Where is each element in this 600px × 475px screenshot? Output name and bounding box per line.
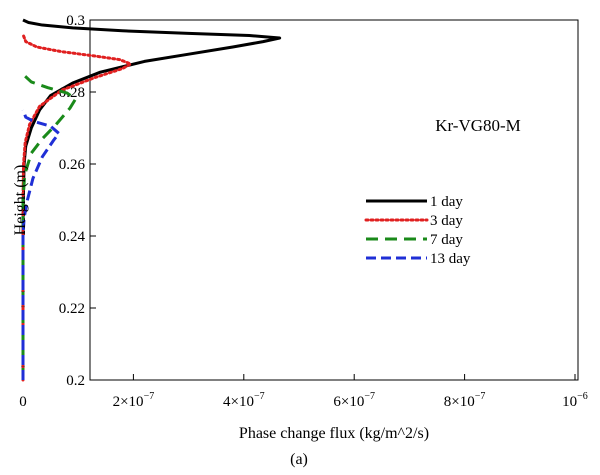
figure-caption: (a) — [290, 451, 308, 468]
legend-label-2: 3 day — [430, 213, 463, 229]
chart-annotation: Kr-VG80-M — [435, 116, 521, 135]
legend-label-3: 7 day — [430, 232, 463, 248]
y-tick-label: 0.24 — [59, 229, 86, 245]
x-axis-ticks: 0 2×10−7 4×10−7 6×10−7 8×10−7 10−6 — [19, 374, 588, 410]
series-line-1 — [21, 18, 282, 380]
legend-label-1: 1 day — [430, 194, 463, 210]
y-axis-label: Height (m) — [12, 165, 29, 236]
series-line-2 — [21, 32, 133, 382]
x-tick-label: 0 — [19, 394, 27, 410]
y-tick-label: 0.2 — [66, 373, 85, 389]
series-line-4 — [21, 109, 61, 380]
x-tick-label: 6×10−7 — [333, 391, 375, 410]
series-layer — [21, 18, 282, 382]
plot-frame — [89, 19, 579, 381]
y-tick-label: 0.3 — [66, 13, 85, 29]
x-tick-label: 4×10−7 — [223, 391, 265, 410]
legend: 1 day 3 day 7 day 13 day — [364, 194, 471, 267]
legend-label-4: 13 day — [430, 251, 471, 267]
series-line-3 — [21, 69, 77, 380]
x-tick-label: 8×10−7 — [444, 391, 486, 410]
y-tick-label: 0.26 — [59, 157, 86, 173]
x-axis-label: Phase change flux (kg/m^2/s) — [239, 425, 429, 442]
x-tick-label: 10−6 — [562, 391, 588, 410]
x-tick-label: 2×10−7 — [113, 391, 155, 410]
y-tick-label: 0.22 — [59, 301, 85, 317]
